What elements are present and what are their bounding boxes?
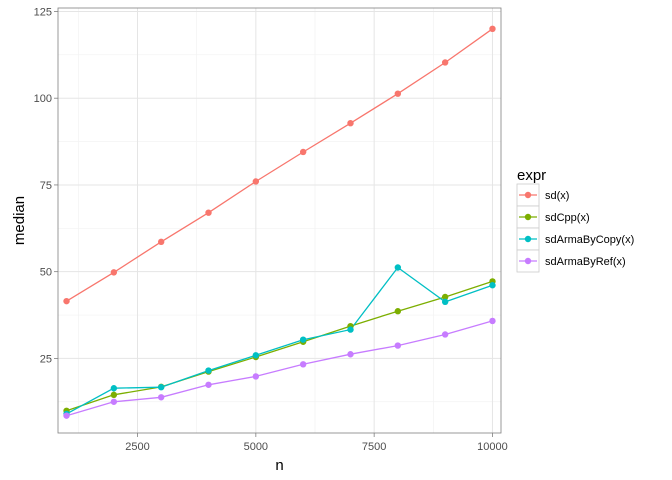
y-tick-label: 125 <box>34 6 52 18</box>
grid-major <box>58 8 501 433</box>
data-point <box>347 351 354 358</box>
legend-label: sdArmaByCopy(x) <box>545 234 634 246</box>
data-point <box>252 373 260 380</box>
series-line <box>66 280 493 412</box>
data-point <box>252 178 260 185</box>
data-point <box>63 297 70 305</box>
x-axis: 2500 5000 7500 10000 <box>125 433 508 453</box>
data-point <box>252 352 260 359</box>
x-tick-label: 10000 <box>477 441 508 453</box>
data-point <box>489 317 496 325</box>
y-tick-label: 50 <box>40 267 52 279</box>
y-tick-label: 25 <box>40 353 52 365</box>
data-point <box>157 384 165 391</box>
data-point <box>394 308 402 315</box>
data-point <box>394 342 402 349</box>
y-axis: 25 50 75 100 125 <box>34 6 58 365</box>
series-layer <box>63 25 496 419</box>
series-line <box>66 28 493 302</box>
x-tick-label: 7500 <box>362 441 386 453</box>
legend-label: sdCpp(x) <box>545 212 590 224</box>
x-tick-label: 5000 <box>244 441 268 453</box>
data-point <box>299 361 307 368</box>
data-point <box>441 293 449 301</box>
legend-label: sd(x) <box>545 190 569 202</box>
series-line <box>66 266 493 415</box>
panel-background <box>58 8 501 433</box>
data-point <box>347 119 354 127</box>
legend-key-point <box>524 191 532 199</box>
data-point <box>110 398 118 405</box>
x-axis-title: n <box>275 457 283 474</box>
data-point <box>347 326 354 333</box>
y-tick-label: 100 <box>34 93 52 105</box>
data-point <box>441 331 449 338</box>
data-point <box>110 269 118 276</box>
data-point <box>63 412 70 419</box>
data-point <box>110 385 118 392</box>
data-point <box>110 391 118 399</box>
legend-key-point <box>524 213 532 221</box>
legend-key-point <box>524 257 532 265</box>
series-line <box>66 320 493 417</box>
data-point <box>441 59 449 66</box>
data-point <box>205 367 212 374</box>
legend-label: sdArmaByRef(x) <box>545 256 626 268</box>
data-point <box>299 336 307 343</box>
data-point <box>489 282 496 289</box>
y-axis-title: median <box>11 196 28 245</box>
y-tick-label: 75 <box>40 180 52 192</box>
x-tick-label: 2500 <box>125 441 149 453</box>
data-point <box>489 25 496 33</box>
data-point <box>394 90 402 97</box>
grid-minor <box>58 8 501 433</box>
data-point <box>394 264 402 271</box>
legend-key-point <box>524 235 532 243</box>
data-point <box>157 238 165 246</box>
data-point <box>157 394 165 401</box>
data-point <box>205 381 212 388</box>
data-point <box>441 298 449 306</box>
panel-border <box>57 7 502 434</box>
data-point <box>205 209 212 216</box>
legend: expr sd(x) sdCpp(x) sdArmaByCopy(x) sdArmaB… <box>516 167 634 273</box>
legend-title: expr <box>517 167 546 184</box>
data-point <box>299 148 307 156</box>
